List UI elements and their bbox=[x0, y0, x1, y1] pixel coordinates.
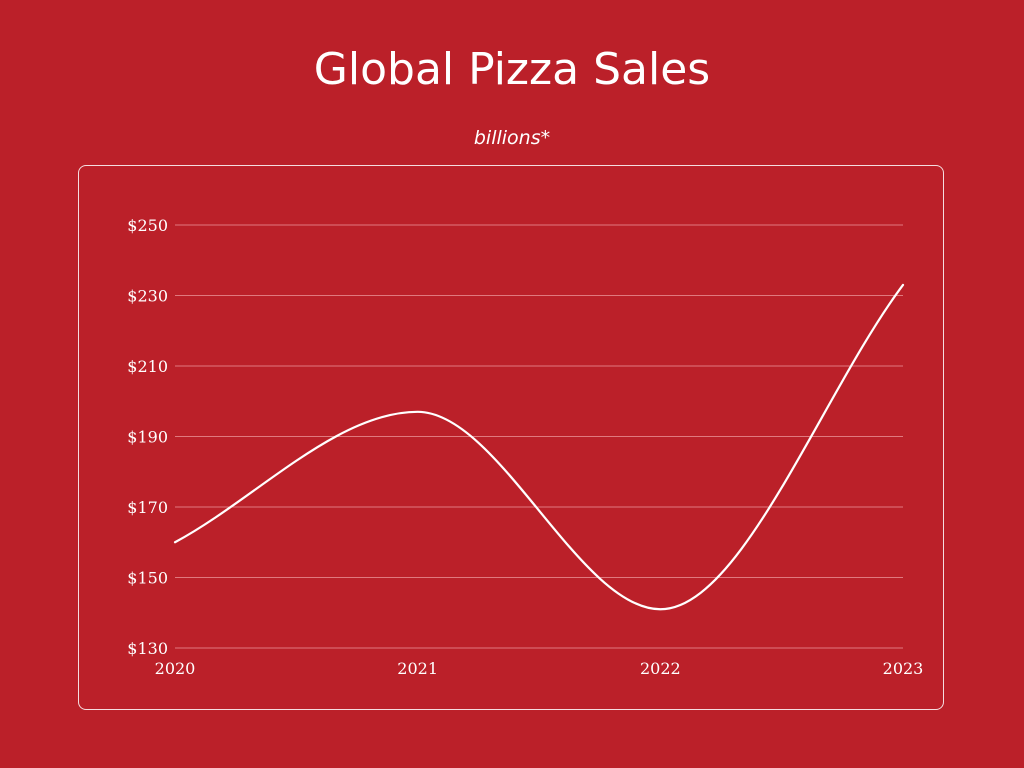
chart-subtitle: billions* bbox=[473, 127, 551, 149]
y-tick-label: $190 bbox=[127, 428, 168, 447]
x-tick-label: 2021 bbox=[397, 659, 438, 678]
y-tick-label: $230 bbox=[127, 287, 168, 306]
x-tick-label: 2023 bbox=[883, 659, 924, 678]
y-tick-label: $150 bbox=[127, 569, 168, 588]
series-line-0 bbox=[173, 283, 905, 611]
chart-panel bbox=[78, 165, 944, 710]
y-tick-label: $210 bbox=[127, 357, 168, 376]
y-tick-label: $130 bbox=[127, 639, 168, 658]
chart-title: Global Pizza Sales bbox=[313, 44, 711, 95]
x-tick-label: 2022 bbox=[640, 659, 681, 678]
x-tick-label: 2020 bbox=[155, 659, 196, 678]
y-tick-label: $250 bbox=[127, 216, 168, 235]
y-tick-label: $170 bbox=[127, 498, 168, 517]
